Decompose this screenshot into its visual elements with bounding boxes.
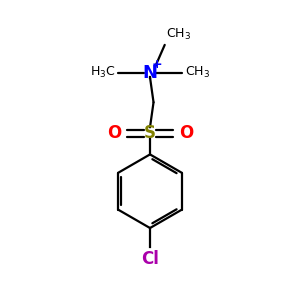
Text: O: O bbox=[107, 124, 121, 142]
Text: O: O bbox=[179, 124, 193, 142]
Text: Cl: Cl bbox=[141, 250, 159, 268]
Text: +: + bbox=[152, 58, 163, 70]
Text: N: N bbox=[142, 64, 158, 82]
Text: CH$_3$: CH$_3$ bbox=[166, 27, 191, 42]
Text: H$_3$C: H$_3$C bbox=[90, 65, 115, 80]
Text: S: S bbox=[144, 124, 156, 142]
Text: CH$_3$: CH$_3$ bbox=[185, 65, 210, 80]
